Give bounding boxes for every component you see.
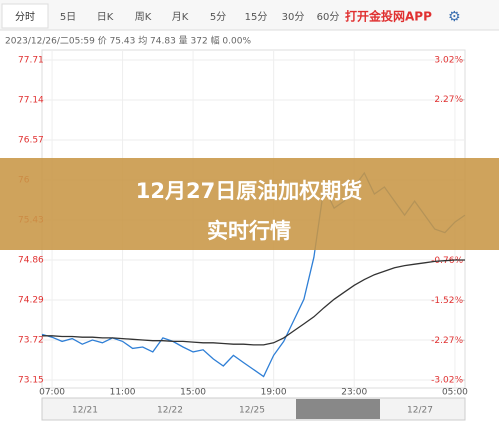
series-line [42, 259, 465, 346]
y-tick-label: 74.29 [18, 296, 44, 306]
info-line: 2023/12/26/二05:59 价 75.43 均 74.83 量 372 … [5, 35, 251, 47]
tab[interactable]: 周K [135, 11, 152, 23]
navigator-date: 12/21 [72, 406, 98, 416]
tab[interactable]: 5分 [210, 11, 226, 23]
y-tick-label: 76.57 [18, 136, 44, 146]
tab[interactable]: 日K [97, 12, 114, 23]
navigator-date: 12/27 [407, 406, 433, 416]
x-tick-label: 11:00 [110, 388, 136, 398]
tab-active [1, 3, 49, 29]
y2-tick-label: -2.27% [431, 336, 463, 346]
banner [0, 158, 499, 250]
y2-tick-label: -3.02% [431, 376, 463, 386]
x-tick-label: 23:00 [341, 388, 367, 398]
settings-icon[interactable]: ⚙ [448, 9, 461, 25]
y2-tick-label: 2.27% [434, 95, 463, 105]
tab[interactable]: 30分 [282, 11, 305, 23]
navigator-date: 12/22 [157, 406, 183, 416]
y-tick-label: 74.86 [18, 256, 44, 266]
tab-bar [0, 0, 499, 30]
y2-tick-label: -1.52% [431, 296, 463, 306]
banner-title: 12月27日原油加权期货实时行情 [136, 179, 362, 243]
x-tick-label: 05:00 [442, 388, 468, 398]
tab[interactable]: 15分 [245, 11, 268, 23]
tab[interactable]: 分时 [15, 11, 35, 23]
app-link[interactable]: 打开金投网APP [345, 9, 432, 24]
x-tick-label: 15:00 [180, 388, 206, 398]
navigator-date: 12/25 [239, 406, 265, 416]
x-tick-label: 07:00 [39, 388, 65, 398]
navigator-selection[interactable] [296, 399, 380, 419]
tab[interactable]: 5日 [60, 12, 76, 23]
y2-tick-label: 3.02% [434, 56, 463, 66]
y-tick-label: 77.14 [18, 96, 44, 106]
y-tick-label: 77.71 [18, 56, 44, 66]
y-tick-label: 73.72 [18, 336, 44, 346]
y-tick-label: 73.15 [18, 376, 44, 386]
tab[interactable]: 月K [172, 11, 189, 23]
tab[interactable]: 60分 [317, 11, 340, 23]
x-tick-label: 19:00 [261, 388, 287, 398]
